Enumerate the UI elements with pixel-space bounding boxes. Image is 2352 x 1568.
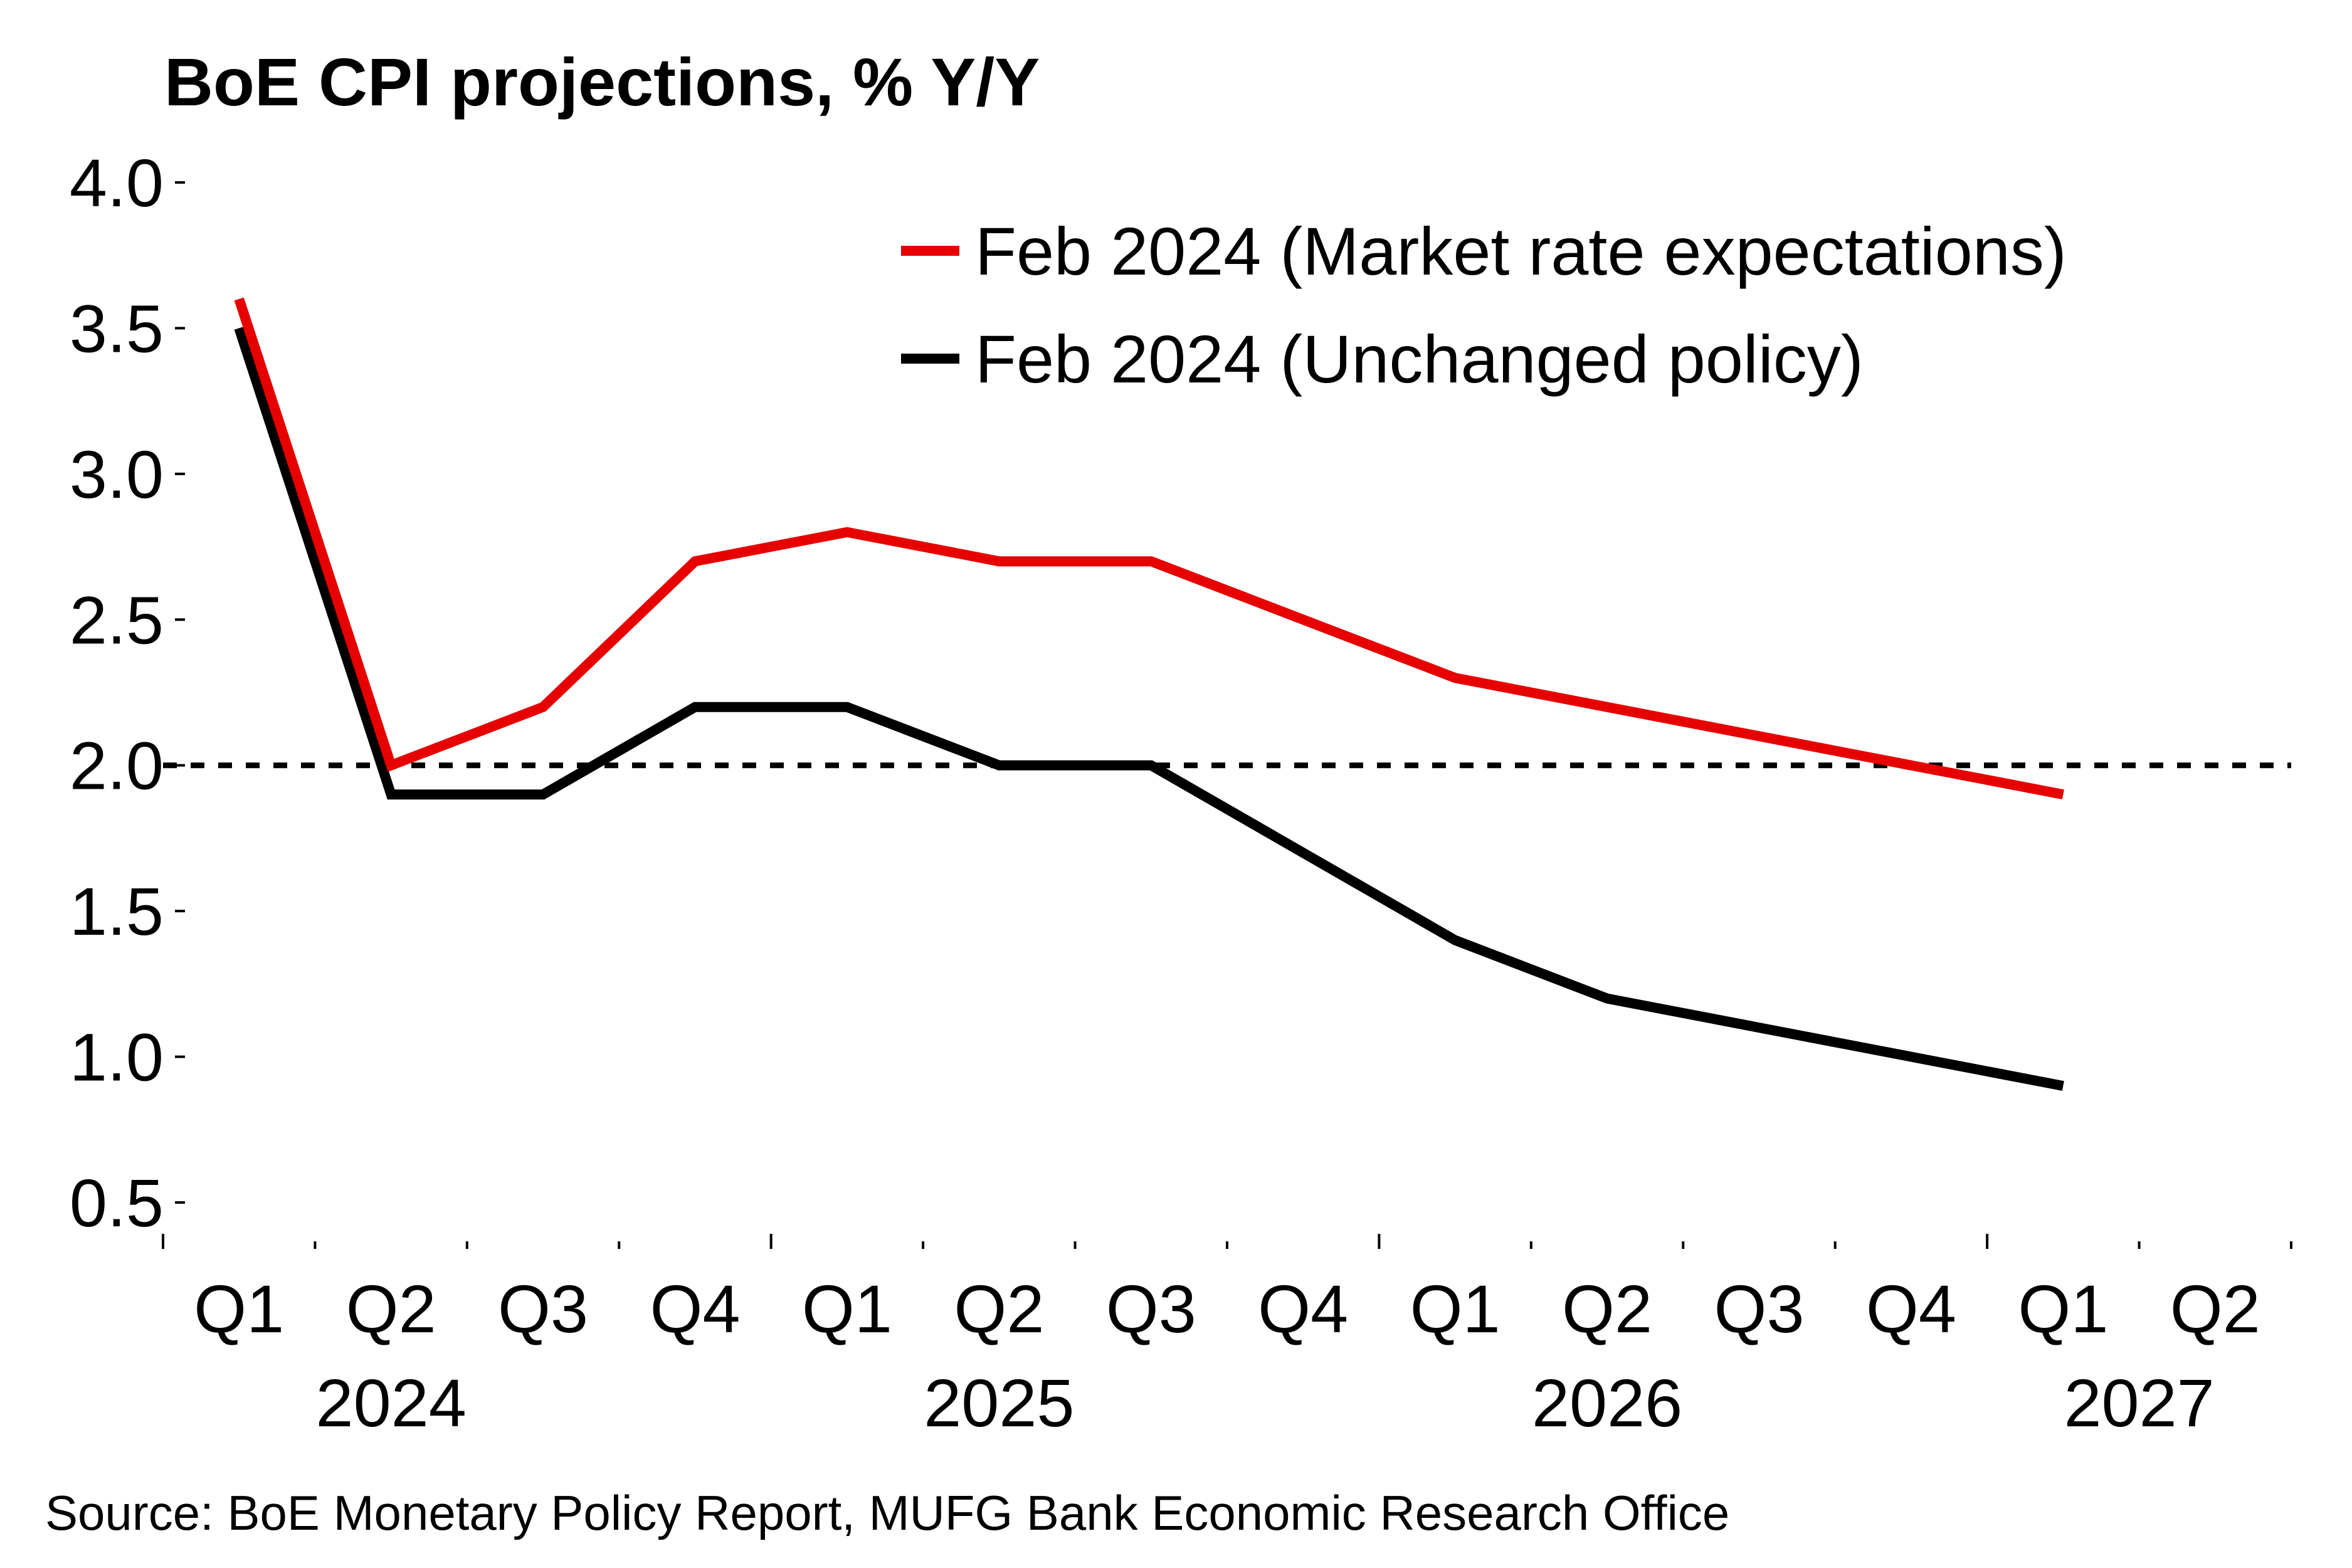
x-tick-label: Q4 — [1866, 1271, 1956, 1347]
x-year-label: 2025 — [924, 1365, 1074, 1441]
legend: Feb 2024 (Market rate expectations) Feb … — [901, 213, 2067, 397]
y-axis: 4.0 3.5 3.0 2.5 2.0 1.5 1.0 0.5 — [70, 145, 185, 1241]
series-lines — [234, 297, 2064, 1091]
y-tick-label: 3.0 — [70, 436, 164, 512]
legend-label-unchanged-policy: Feb 2024 (Unchanged policy) — [975, 321, 1864, 397]
x-tick-label: Q2 — [2170, 1271, 2260, 1347]
x-tick-label: Q2 — [346, 1271, 436, 1347]
y-tick-label: 1.5 — [70, 873, 164, 949]
x-axis: Q1 Q2 Q3 Q4 Q1 Q2 Q3 Q4 Q1 Q2 Q3 Q4 Q1 Q2 2024 2025 2026… — [162, 1234, 2292, 1441]
y-tick-label: 4.0 — [70, 145, 164, 221]
x-tick-label: Q1 — [2018, 1271, 2108, 1347]
x-tick-label: Q3 — [1106, 1271, 1196, 1347]
legend-label-market-rate: Feb 2024 (Market rate expectations) — [975, 213, 2067, 289]
y-tick-label: 3.5 — [70, 290, 164, 366]
y-tick-label: 2.5 — [70, 582, 164, 658]
y-tick-label: 0.5 — [70, 1165, 164, 1241]
x-year-label: 2026 — [1532, 1365, 1682, 1441]
chart-title: BoE CPI projections, % Y/Y — [164, 44, 1040, 120]
x-tick-label: Q1 — [194, 1271, 284, 1347]
series-line-market-rate — [234, 297, 2064, 800]
source-note: Source: BoE Monetary Policy Report, MUFG… — [45, 1485, 1729, 1540]
x-year-label: 2024 — [316, 1365, 467, 1441]
x-tick-label: Q1 — [802, 1271, 892, 1347]
x-tick-label: Q2 — [1562, 1271, 1652, 1347]
x-tick-label: Q1 — [1410, 1271, 1500, 1347]
x-tick-label: Q3 — [1714, 1271, 1804, 1347]
x-tick-label: Q2 — [954, 1271, 1044, 1347]
x-tick-label: Q4 — [1258, 1271, 1348, 1347]
x-tick-label: Q3 — [498, 1271, 588, 1347]
y-tick-label: 1.0 — [70, 1019, 164, 1095]
y-tick-label: 2.0 — [70, 728, 164, 804]
series-line-unchanged-policy — [234, 326, 2064, 1091]
x-tick-label: Q4 — [650, 1271, 740, 1347]
x-year-label: 2027 — [2064, 1365, 2214, 1441]
